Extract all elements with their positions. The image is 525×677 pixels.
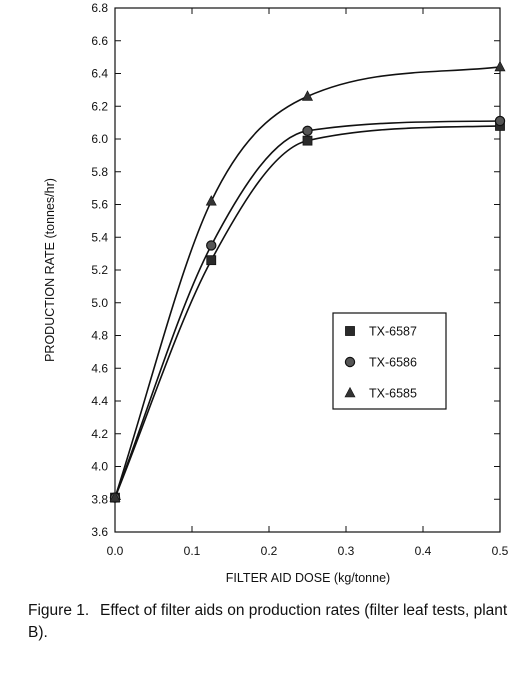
legend-label-tx-6586: TX-6586 (369, 356, 417, 370)
figure-caption: Figure 1. Effect of filter aids on produc… (28, 600, 523, 644)
legend-marker-tx-6586 (344, 356, 356, 368)
y-tick-label: 6.8 (91, 1, 108, 15)
x-tick-label: 0.5 (492, 544, 509, 558)
x-tick-label: 0.4 (415, 544, 432, 558)
y-tick-label: 4.4 (91, 394, 108, 408)
y-tick-label: 6.2 (91, 99, 108, 113)
y-tick-label: 4.6 (91, 361, 108, 375)
legend-marker-tx-6585 (344, 386, 356, 398)
y-tick-label: 3.6 (91, 525, 108, 539)
y-tick-label: 5.0 (91, 296, 108, 310)
series-line-tx-6587 (114, 125, 501, 498)
series-line-tx-6586 (114, 120, 501, 498)
x-tick-label: 0.3 (338, 544, 355, 558)
y-tick-label: 6.4 (91, 67, 108, 81)
figure-caption-text: Effect of filter aids on production rate… (28, 602, 508, 641)
y-tick-label: 4.2 (91, 427, 108, 441)
x-tick-label: 0.1 (184, 544, 201, 558)
y-axis-title: PRODUCTION RATE (tonnes/hr) (43, 178, 57, 362)
y-tick-label: 6.0 (91, 132, 108, 146)
series-markers (109, 60, 506, 503)
x-axis-title: FILTER AID DOSE (kg/tonne) (226, 571, 390, 585)
y-tick-label: 4.8 (91, 329, 108, 343)
y-tick-label: 3.8 (91, 492, 108, 506)
data-point-tx-6586 (494, 115, 506, 127)
legend-label-tx-6585: TX-6585 (369, 387, 417, 401)
series-line-tx-6585 (114, 66, 501, 498)
y-tick-label: 5.8 (91, 165, 108, 179)
data-point-tx-6585 (205, 195, 217, 206)
legend-marker-tx-6587 (345, 326, 355, 336)
data-point-tx-6586 (302, 125, 313, 137)
x-tick-label: 0.2 (261, 544, 278, 558)
plot-frame (114, 7, 501, 533)
legend: TX-6587 TX-6586 TX-6585 (332, 312, 447, 410)
data-point-tx-6585 (494, 60, 506, 72)
axes (114, 7, 501, 533)
series-lines (114, 66, 501, 498)
ticks: 3.6 3.8 4.0 4.2 4.4 4.6 4.8 5.0 5.2 5.4 5.6 5.8 6.0 6… (91, 1, 508, 558)
legend-label-tx-6587: TX-6587 (369, 325, 417, 339)
y-tick-label: 4.0 (91, 460, 108, 474)
figure-number: Figure 1. (28, 602, 90, 619)
y-tick-label: 5.4 (91, 230, 108, 244)
data-point-tx-6585 (302, 90, 313, 101)
y-tick-label: 5.2 (91, 263, 108, 277)
data-point-tx-6587 (302, 135, 313, 146)
data-point-tx-6587 (206, 255, 217, 266)
chart: 3.6 3.8 4.0 4.2 4.4 4.6 4.8 5.0 5.2 5.4 5.6 5.8 6.0 6… (43, 1, 509, 585)
data-point-tx-6585 (109, 491, 121, 502)
data-point-tx-6586 (206, 240, 217, 251)
y-tick-label: 5.6 (91, 198, 108, 212)
x-tick-label: 0.0 (107, 544, 124, 558)
y-tick-label: 6.6 (91, 34, 108, 48)
